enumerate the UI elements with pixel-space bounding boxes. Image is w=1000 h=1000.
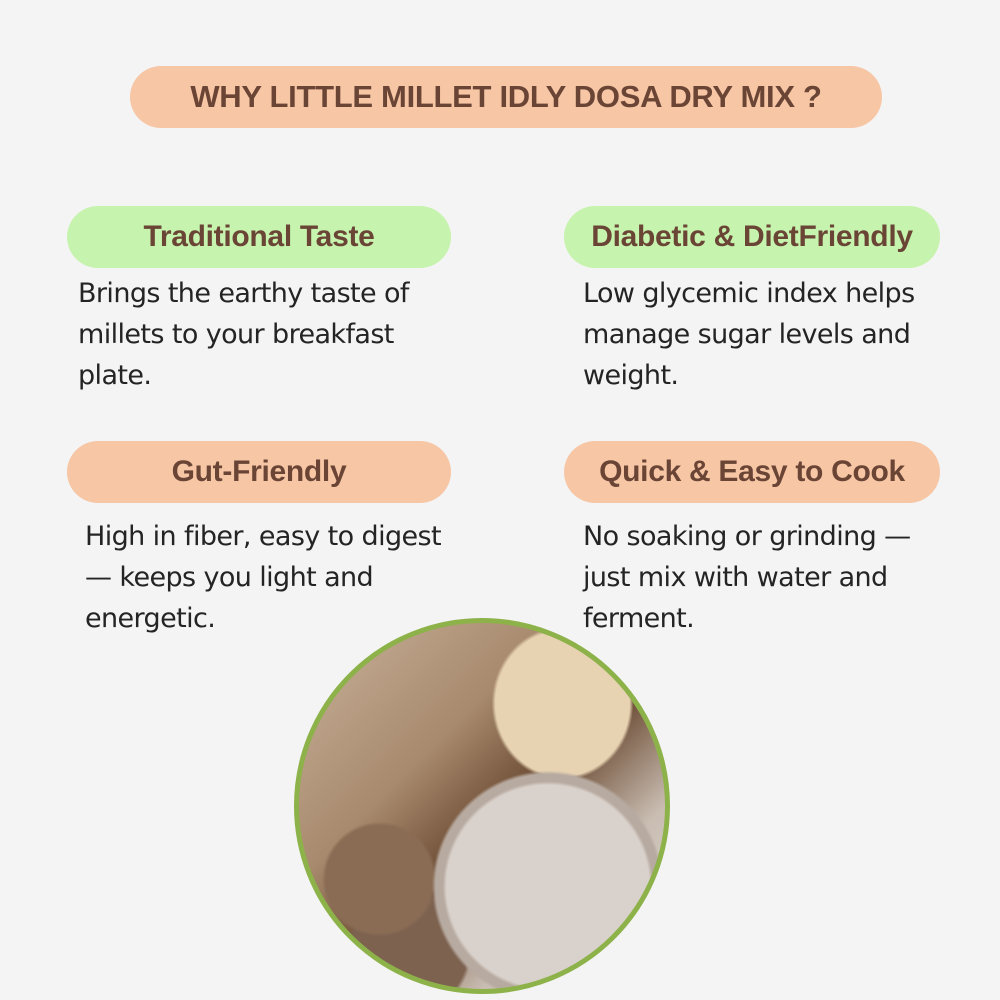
feature-text-diabetic-friendly: Low glycemic index helps manage sugar le… [583, 278, 915, 391]
feature-heading-diabetic-friendly: Diabetic & DietFriendly [564, 206, 940, 268]
page-title: WHY LITTLE MILLET IDLY DOSA DRY MIX ? [130, 66, 882, 128]
feature-text-quick-easy: No soaking or grinding — just mix with w… [583, 521, 911, 634]
feature-heading-traditional-taste: Traditional Taste [67, 206, 451, 268]
feature-heading-quick-easy: Quick & Easy to Cook [564, 441, 940, 503]
feature-text-traditional-taste: Brings the earthy taste of millets to yo… [78, 278, 409, 391]
feature-heading-gut-friendly: Gut-Friendly [67, 441, 451, 503]
idly-dosa-batter-photo [294, 618, 670, 994]
feature-text-gut-friendly: High in fiber, easy to digest — keeps yo… [85, 521, 442, 634]
